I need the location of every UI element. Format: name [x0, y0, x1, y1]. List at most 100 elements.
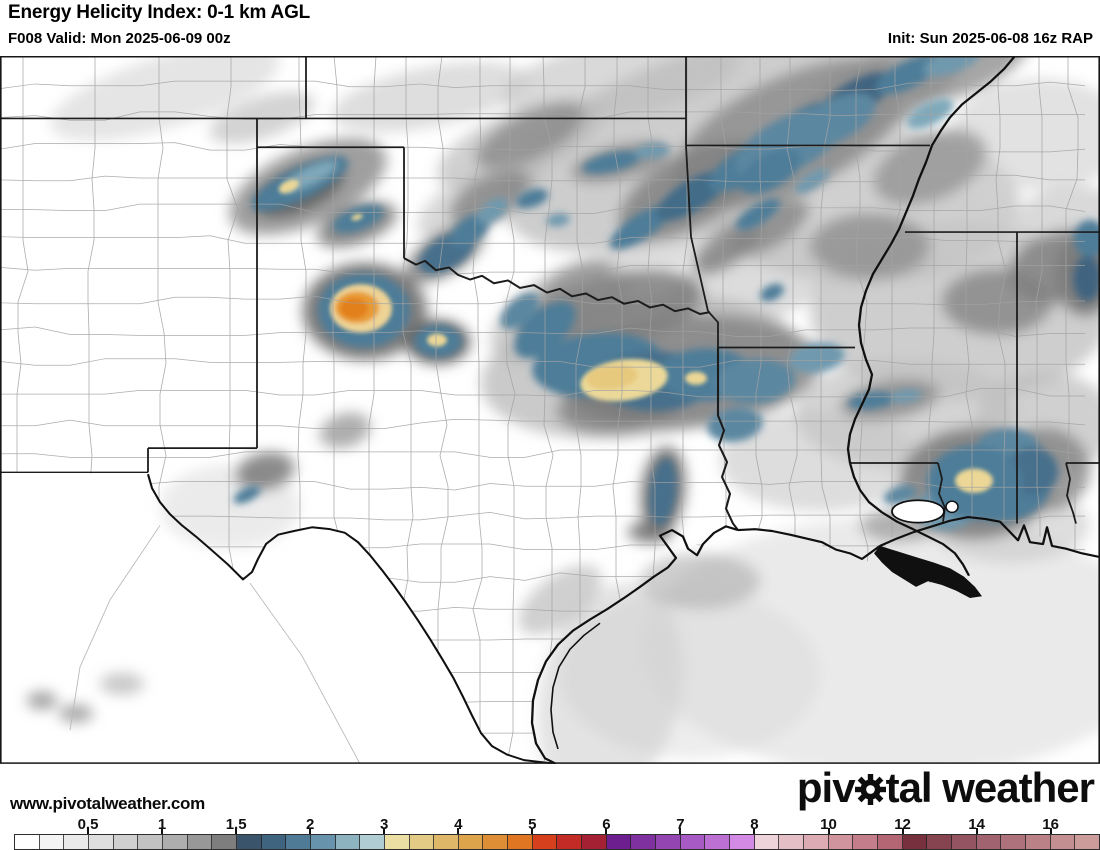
colorbar-label: 3: [380, 816, 389, 833]
colorbar-cell: [853, 835, 878, 849]
colorbar-cell: [286, 835, 311, 849]
colorbar-tick: [309, 828, 312, 834]
colorbar-tick: [161, 828, 164, 834]
colorbar-label: 14: [968, 816, 985, 833]
colorbar-cell: [335, 835, 361, 849]
colorbar-cell: [1001, 835, 1026, 849]
colorbar-label: 10: [820, 816, 837, 833]
colorbar-label: 6: [602, 816, 611, 833]
colorbar-cell: [877, 835, 903, 849]
colorbar-cell: [1025, 835, 1051, 849]
colorbar-cell: [483, 835, 509, 849]
colorbar-cell: [582, 835, 607, 849]
colorbar-cell: [261, 835, 287, 849]
colorbar-label: 8: [750, 816, 759, 833]
colorbar-label: 1: [157, 816, 167, 833]
colorbar-cell: [458, 835, 484, 849]
county-line: [0, 449, 1086, 458]
colorbar-tick: [605, 828, 608, 834]
logo-text-pre: piv: [796, 764, 856, 811]
colorbar-tick: [1049, 828, 1052, 834]
colorbar-cell: [705, 835, 731, 849]
colorbar-tick: [383, 828, 386, 834]
colorbar-cell: [236, 835, 262, 849]
colorbar-label: 1.5: [225, 816, 247, 833]
colorbar-cell: [212, 835, 237, 849]
colorbar-cell: [434, 835, 459, 849]
colorbar-label: 5: [528, 816, 537, 833]
colorbar-label: 4: [454, 816, 463, 833]
colorbar-cell: [902, 835, 928, 849]
county-line: [542, 56, 554, 763]
colorbar-cell: [804, 835, 829, 849]
colorbar-cell: [951, 835, 977, 849]
gear-icon: [854, 774, 886, 805]
colorbar-cell: [1075, 835, 1099, 849]
pivotal-weather-logo: piv tal weather: [796, 764, 1095, 812]
county-line: [435, 56, 449, 763]
lake-pontchartrain: [891, 499, 945, 524]
colorbar-cell: [88, 835, 114, 849]
county-line: [505, 56, 516, 763]
colorbar-tick: [531, 828, 534, 834]
colorbar-label: 0.5: [77, 816, 99, 833]
init-time-label: Init: Sun 2025-06-08 16z RAP: [887, 30, 1093, 47]
gulf-coastline: [146, 473, 1100, 764]
county-line: [0, 203, 1086, 214]
state-borders: [0, 56, 1100, 531]
county-line: [0, 235, 1085, 244]
map-frame: [0, 55, 1100, 764]
county-line: [0, 358, 1085, 368]
page-title: Energy Helicity Index: 0-1 km AGL: [8, 2, 311, 23]
mexico-state-lines: [69, 525, 361, 764]
colorbar-cell: [162, 835, 188, 849]
colorbar-label: 2: [306, 816, 315, 833]
colorbar-label: 12: [894, 816, 911, 833]
colorbar-cell: [64, 835, 89, 849]
colorbar-cell: [631, 835, 657, 849]
mississippi-delta: [874, 545, 982, 599]
colorbar-tick: [235, 828, 238, 834]
colorbar-tick: [975, 828, 978, 834]
county-line: [0, 388, 1085, 398]
forecast-map: [0, 55, 1100, 816]
colorbar-label: 16: [1042, 816, 1059, 833]
colorbar: [14, 834, 1100, 850]
colorbar-tick: [679, 828, 682, 834]
colorbar-cell: [360, 835, 385, 849]
ehi-blue-shading: [233, 56, 1100, 531]
colorbar-tick: [87, 828, 90, 834]
colorbar-cell: [384, 835, 410, 849]
county-line: [0, 80, 1086, 91]
colorbar-cell: [508, 835, 533, 849]
colorbar-tick: [753, 828, 756, 834]
county-line: [472, 56, 483, 763]
colorbar-cell: [1050, 835, 1076, 849]
county-line: [0, 295, 1085, 306]
colorbar-cell: [187, 835, 213, 849]
logo-text-post: tal weather: [885, 764, 1095, 811]
county-line: [0, 142, 1086, 153]
county-line: [0, 265, 1085, 275]
ehi-gray-shading: [27, 56, 1100, 764]
colorbar-cell: [409, 835, 435, 849]
colorbar-cell: [976, 835, 1002, 849]
colorbar-tick: [457, 828, 460, 834]
colorbar-cell: [730, 835, 755, 849]
colorbar-tick: [901, 828, 904, 834]
county-line: [0, 174, 1085, 183]
colorbar-tick: [827, 828, 830, 834]
county-line: [0, 326, 1085, 337]
colorbar-cell: [138, 835, 163, 849]
county-line: [0, 111, 1085, 121]
colorbar-cell: [680, 835, 706, 849]
map-canvas: [0, 55, 1100, 764]
county-line: [0, 418, 1086, 429]
colorbar-cell: [779, 835, 804, 849]
colorbar-cell: [113, 835, 139, 849]
colorbar-cell: [557, 835, 583, 849]
colorbar-cell: [39, 835, 65, 849]
colorbar-cell: [532, 835, 558, 849]
colorbar-cell: [754, 835, 780, 849]
